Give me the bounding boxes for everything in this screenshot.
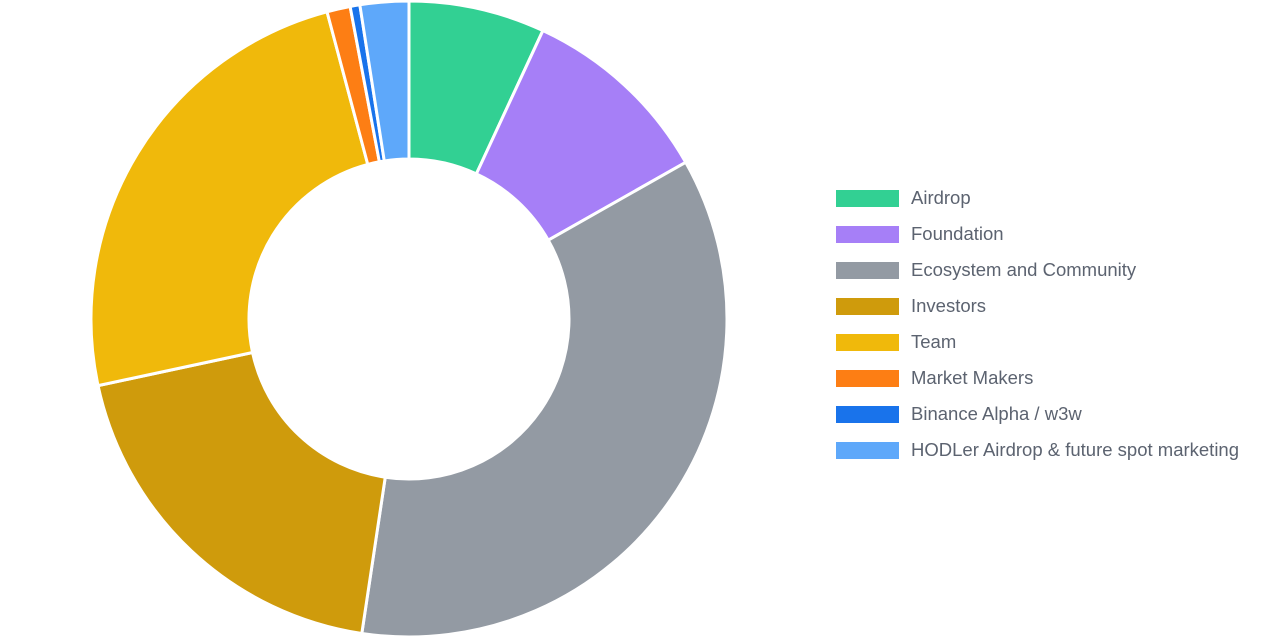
chart-legend: Airdrop Foundation Ecosystem and Community… xyxy=(836,180,1276,468)
donut-slice-5[interactable] xyxy=(89,10,370,388)
legend-item[interactable]: Team xyxy=(836,324,1276,360)
legend-label: Foundation xyxy=(911,223,1004,244)
legend-label: Binance Alpha / w3w xyxy=(911,403,1082,424)
legend-item[interactable]: Investors xyxy=(836,288,1276,324)
legend-label: Investors xyxy=(911,295,987,316)
legend-label: Ecosystem and Community xyxy=(911,259,1137,280)
legend-swatch xyxy=(836,405,899,423)
legend-swatch xyxy=(836,297,899,315)
legend-swatch xyxy=(836,225,899,243)
legend-swatch xyxy=(836,261,899,279)
legend-label: HODLer Airdrop & future spot marketing xyxy=(911,439,1240,460)
donut-slice-4[interactable] xyxy=(96,351,387,635)
legend-label: Airdrop xyxy=(911,187,971,208)
legend-swatch xyxy=(836,333,899,351)
donut-chart xyxy=(89,0,729,639)
donut-slices xyxy=(89,0,729,639)
legend-item[interactable]: Airdrop xyxy=(836,180,1276,216)
legend-item[interactable]: Ecosystem and Community xyxy=(836,252,1276,288)
donut-slice-8[interactable] xyxy=(358,0,411,163)
legend-item[interactable]: Binance Alpha / w3w xyxy=(836,396,1276,432)
donut-slice-3[interactable] xyxy=(360,160,729,639)
legend-swatch xyxy=(836,369,899,387)
legend-swatch xyxy=(836,441,899,459)
legend-item[interactable]: Market Makers xyxy=(836,360,1276,396)
legend-swatch xyxy=(836,189,899,207)
legend-label: Team xyxy=(911,331,957,352)
legend-item[interactable]: Foundation xyxy=(836,216,1276,252)
legend-item[interactable]: HODLer Airdrop & future spot marketing xyxy=(836,432,1276,468)
legend-label: Market Makers xyxy=(911,367,1034,388)
